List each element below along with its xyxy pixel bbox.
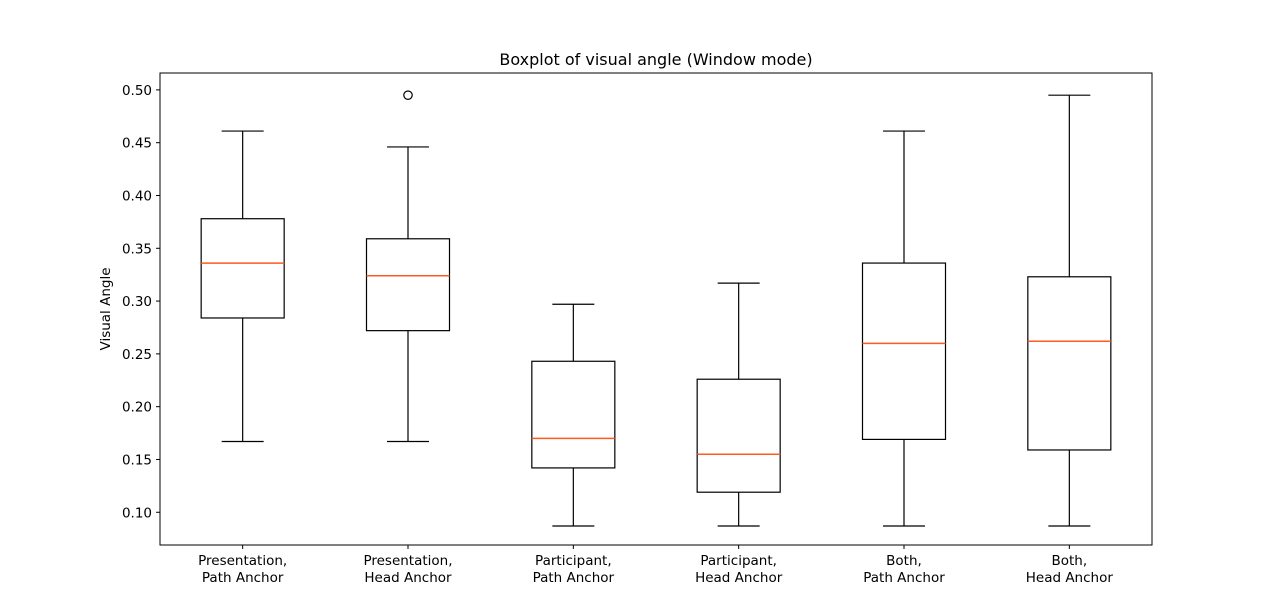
x-category-label: Both, [886, 553, 922, 569]
x-category-label: Presentation, [198, 553, 287, 569]
box [1027, 276, 1112, 451]
box [861, 262, 947, 441]
x-category-label: Head Anchor [1026, 570, 1114, 586]
y-tick-label: 0.35 [122, 241, 152, 257]
y-tick-label: 0.45 [122, 136, 152, 152]
box [531, 360, 616, 469]
outlier-point [403, 90, 413, 100]
x-category-label: Both, [1051, 553, 1087, 569]
axes-frame [159, 72, 1153, 546]
y-tick-label: 0.15 [122, 452, 152, 468]
x-category-label: Participant, [535, 553, 612, 569]
y-tick-label: 0.25 [122, 347, 152, 363]
x-category-label: Path Anchor [533, 570, 615, 586]
chart-title: Boxplot of visual angle (Window mode) [499, 50, 812, 69]
x-category-label: Presentation, [363, 553, 452, 569]
box [365, 238, 451, 332]
y-axis-label: Visual Angle [98, 267, 114, 350]
y-tick-label: 0.40 [122, 188, 152, 204]
x-category-label: Participant, [700, 553, 777, 569]
y-tick-label: 0.10 [122, 505, 152, 521]
x-category-label: Head Anchor [695, 570, 783, 586]
x-category-label: Path Anchor [202, 570, 284, 586]
y-tick-label: 0.30 [122, 294, 152, 310]
box [200, 218, 285, 319]
box [696, 378, 781, 493]
y-tick-label: 0.50 [122, 83, 152, 99]
plot-area: 0.10 0.15 0.20 0.25 0.30 0.35 0.40 0.45 0.50 Pres… [122, 72, 1153, 586]
x-category-label: Head Anchor [364, 570, 452, 586]
x-category-label: Path Anchor [863, 570, 945, 586]
y-tick-label: 0.20 [122, 400, 152, 416]
